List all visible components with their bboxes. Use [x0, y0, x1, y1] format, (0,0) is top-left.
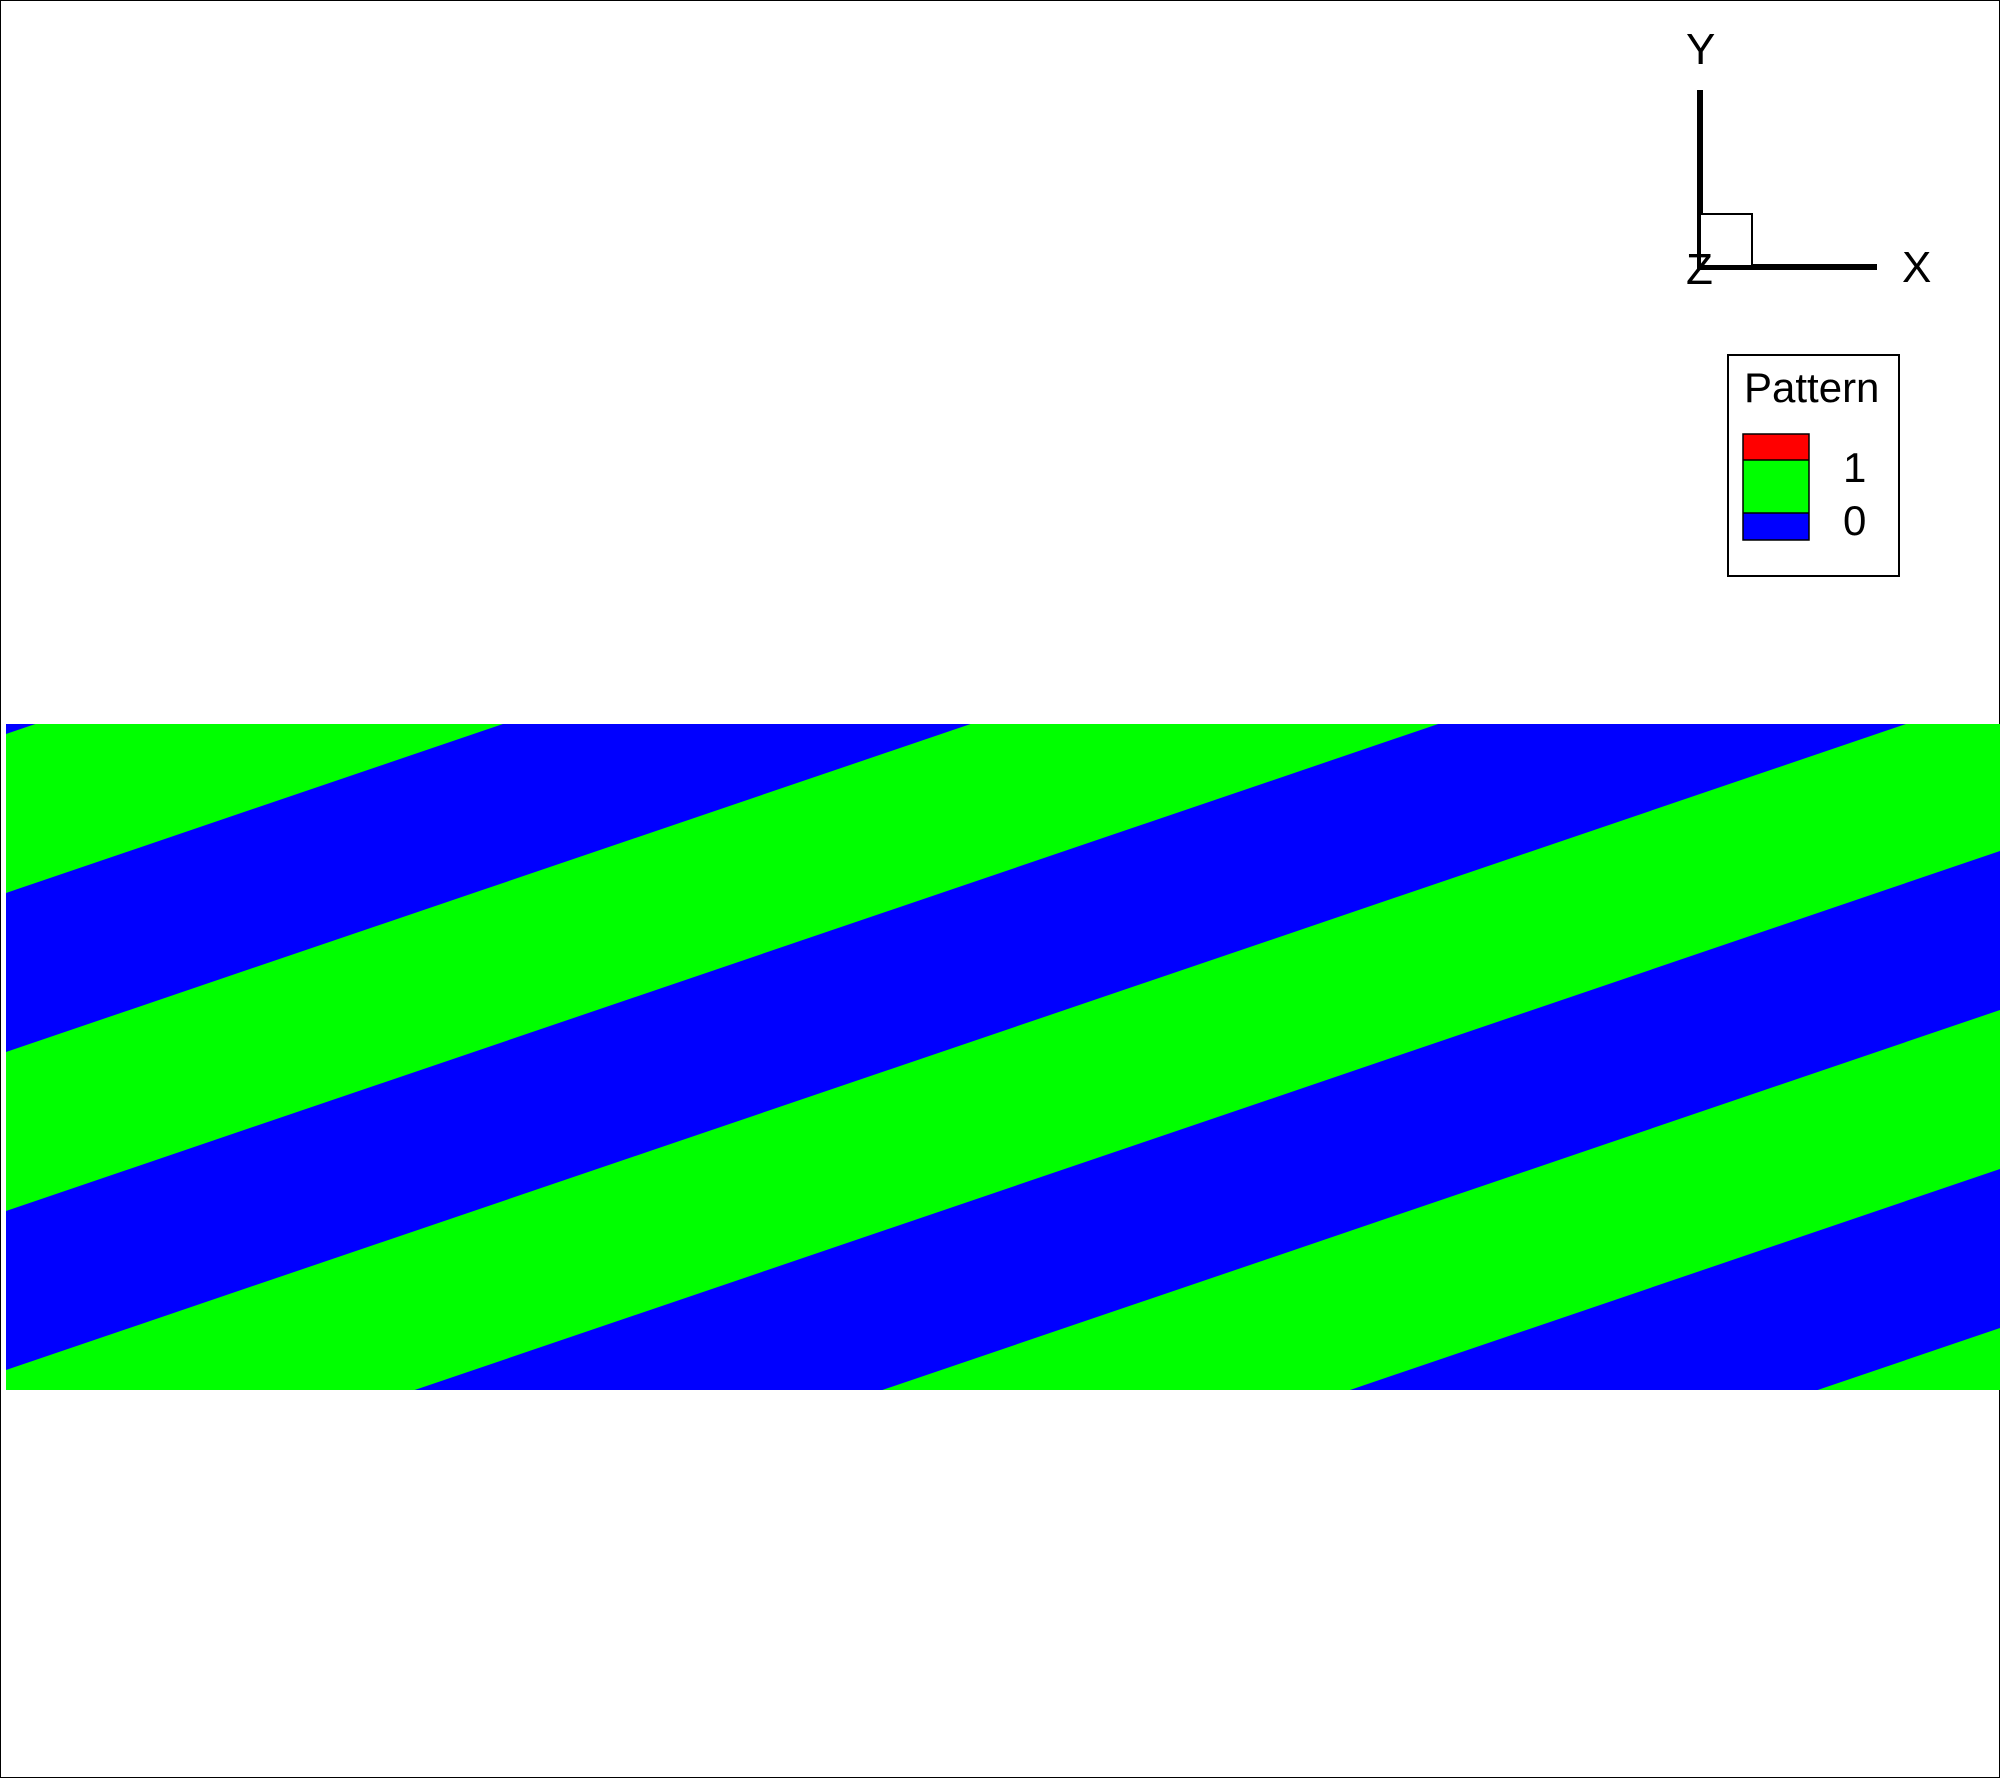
y-axis-label: Y — [1686, 25, 1715, 74]
legend-swatch-red — [1743, 434, 1809, 460]
stripe-band — [6, 724, 1906, 1370]
z-axis-box — [1699, 213, 1753, 267]
stripe-band — [0, 1351, 2000, 1778]
stripe-band — [6, 724, 971, 1052]
z-axis-label: Z — [1686, 245, 1713, 294]
x-axis-label: X — [1902, 243, 1931, 292]
stripe-band — [6, 724, 36, 734]
stripe-band — [414, 851, 2000, 1390]
stripe-band — [1350, 1169, 2000, 1390]
legend-level-0-label: 0 — [1843, 497, 1866, 544]
legend-swatch-blue — [1743, 513, 1809, 540]
legend-swatch-green — [1743, 460, 1809, 513]
legend-swatch-outline — [1742, 433, 1810, 541]
legend-level-1-label: 1 — [1843, 444, 1866, 491]
legend-title: Pattern — [1744, 364, 1879, 411]
legend: Pattern 1 0 — [1727, 354, 1900, 577]
axis-triad: Y X Z — [1686, 25, 1931, 294]
stripe-band — [0, 1669, 2000, 1778]
